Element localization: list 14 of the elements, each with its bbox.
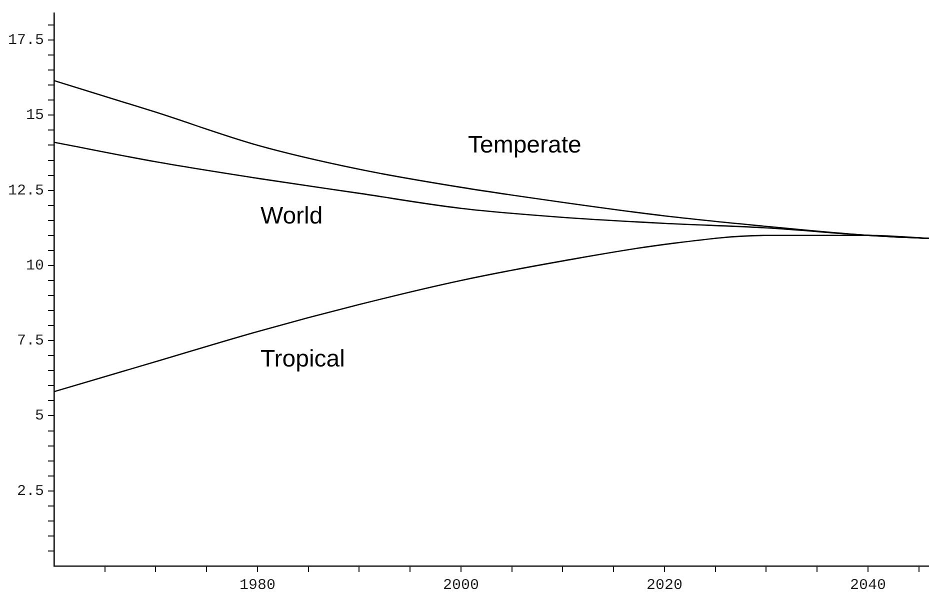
x-tick-label: 2040 bbox=[850, 576, 886, 594]
series-label: Tropical bbox=[260, 346, 345, 373]
y-tick-label: 10 bbox=[26, 257, 44, 274]
y-tick-label: 17.5 bbox=[8, 32, 44, 50]
y-tick-label: 5 bbox=[34, 408, 44, 425]
y-tick-label: 2.5 bbox=[16, 482, 44, 500]
x-tick-label: 1980 bbox=[239, 576, 276, 594]
x-tick-label: 2020 bbox=[646, 576, 682, 594]
y-tick-label: 15 bbox=[26, 107, 44, 124]
series-label: Temperate bbox=[468, 131, 582, 158]
y-tick-label: 7.5 bbox=[16, 332, 44, 350]
series-label: World bbox=[260, 202, 323, 230]
y-tick-label: 12.5 bbox=[8, 182, 44, 200]
x-tick-label: 2000 bbox=[442, 576, 479, 594]
